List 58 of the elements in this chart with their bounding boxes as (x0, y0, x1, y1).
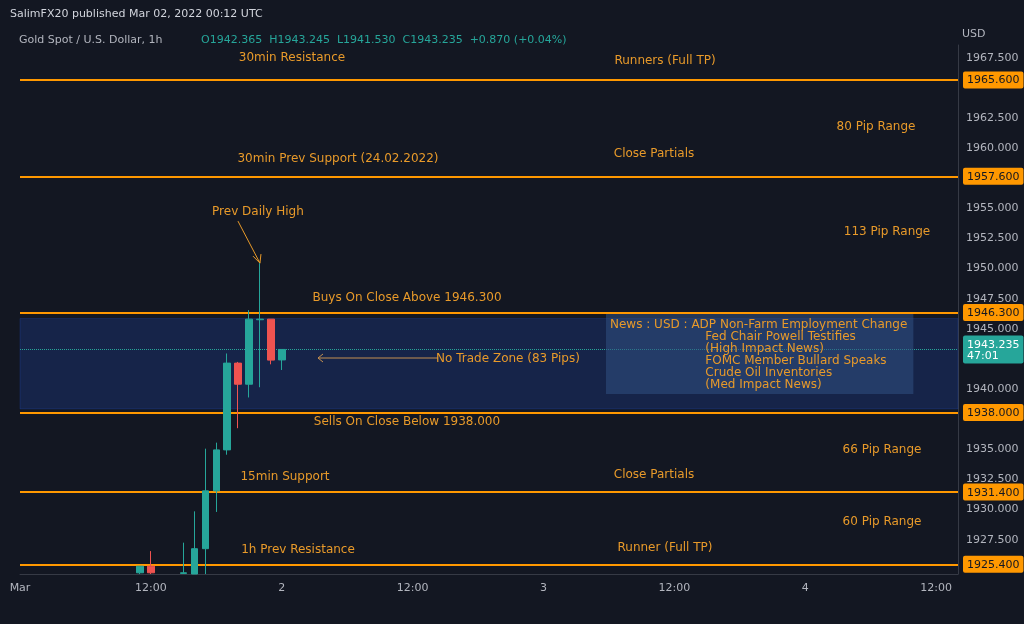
annotation: News : USD : ADP Non-Farm Employment Change Fed Chair Powell Testifies (High Impact News) FOMC Member Bullard Speaks Crude Oil Inventories (Med Impact News) (610, 317, 908, 391)
x-tick-label: 4 (801, 581, 809, 594)
annotation: Sells On Close Below 1938.000 (313, 414, 501, 428)
ref-line-label: 1965.600 (967, 73, 1020, 87)
candlestick (223, 352, 231, 456)
y-tick-label: 1950.000 (966, 261, 1019, 275)
candlestick (136, 565, 144, 575)
annotation: Close Partials (613, 467, 695, 481)
candlestick (191, 510, 198, 575)
annotation: No Trade Zone (83 Pips) (436, 351, 580, 365)
y-tick-label: 1930.000 (966, 502, 1019, 516)
candlestick (234, 361, 242, 429)
y-tick-label: 1947.500 (966, 291, 1019, 305)
annotation: Close Partials (613, 146, 695, 160)
ref-line-label: 1938.000 (967, 406, 1020, 420)
y-tick-label: 1952.500 (966, 231, 1019, 245)
candlestick (147, 550, 155, 575)
candlestick (267, 318, 275, 365)
ref-line-label: 1946.300 (967, 306, 1020, 320)
y-tick-label: 1935.000 (966, 442, 1019, 456)
candlestick (180, 542, 187, 575)
x-tick-label: 12:00 (920, 581, 953, 594)
y-tick-label: 1960.000 (966, 140, 1019, 154)
y-tick-label: 1955.000 (966, 201, 1019, 215)
y-tick-label: 1932.500 (966, 472, 1019, 486)
annotation: 15min Support (240, 469, 330, 483)
y-tick-label: 1945.000 (966, 321, 1019, 335)
ref-line-label: 1931.400 (967, 485, 1020, 499)
annotation: 60 Pip Range (842, 514, 922, 528)
annotation: Runners (Full TP) (614, 53, 716, 67)
x-tick-label: 2 (278, 581, 286, 594)
x-tick-label: 3 (540, 581, 548, 594)
annotation: 30min Prev Support (24.02.2022) (237, 151, 439, 165)
y-tick-label: 1962.500 (966, 110, 1019, 124)
ref-line-label: 1957.600 (967, 169, 1020, 183)
candlestick (213, 442, 220, 513)
x-tick-label: Mar (9, 581, 31, 594)
annotation: 30min Resistance (238, 50, 346, 64)
y-tick-label: 1940.000 (966, 381, 1019, 395)
ref-line-label: 1943.235 47:01 (967, 337, 1020, 362)
annotation: Runner (Full TP) (617, 540, 713, 554)
chart-title: Gold Spot / U.S. Dollar, 1h (19, 33, 163, 46)
annotation: 113 Pip Range (843, 224, 931, 238)
chart-subtitle: O1942.365 H1943.245 L1941.530 C1943.235 +0.870 (+0.04%) (201, 33, 567, 46)
y-tick-label: 1927.500 (966, 532, 1019, 546)
annotation: Prev Daily High (212, 204, 304, 219)
text: SalimFX20 published Mar 02, 2022 00:12 UTC (10, 7, 263, 20)
candlestick (202, 448, 209, 575)
x-tick-label: 12:00 (396, 581, 429, 594)
annotation: 80 Pip Range (836, 119, 916, 133)
annotation: 1h Prev Resistance (241, 542, 355, 556)
y-tick-label: 1967.500 (966, 50, 1019, 64)
x-tick-label: 12:00 (658, 581, 691, 594)
annotation: Buys On Close Above 1946.300 (312, 290, 502, 304)
y-axis-title: USD (962, 27, 986, 40)
ref-line-label: 1925.400 (967, 557, 1020, 571)
x-tick-label: 12:00 (135, 581, 167, 594)
annotation: 66 Pip Range (842, 442, 922, 456)
